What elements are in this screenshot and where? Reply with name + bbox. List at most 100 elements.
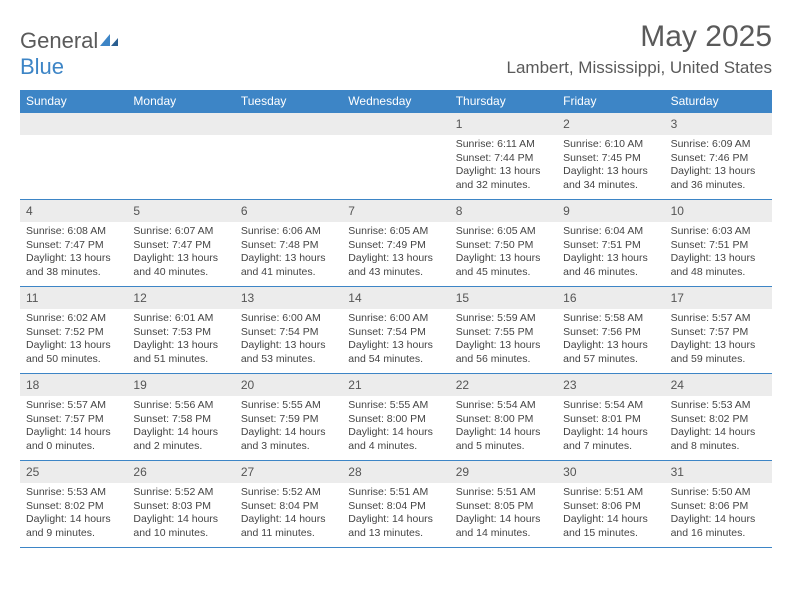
day-cell: 21Sunrise: 5:55 AMSunset: 8:00 PMDayligh… (342, 374, 449, 460)
weekday-header-row: SundayMondayTuesdayWednesdayThursdayFrid… (20, 90, 772, 112)
day-body: Sunrise: 5:55 AMSunset: 7:59 PMDaylight:… (235, 396, 342, 458)
day-number: 24 (671, 378, 684, 392)
day-body: Sunrise: 5:52 AMSunset: 8:03 PMDaylight:… (127, 483, 234, 545)
weekday-header: Wednesday (342, 90, 449, 112)
day-body: Sunrise: 6:10 AMSunset: 7:45 PMDaylight:… (557, 135, 664, 197)
sunset-line: Sunset: 7:51 PM (563, 239, 658, 253)
day-cell: 30Sunrise: 5:51 AMSunset: 8:06 PMDayligh… (557, 461, 664, 547)
day-number-row: 16 (557, 287, 664, 309)
sunset-line: Sunset: 7:50 PM (456, 239, 551, 253)
daylight-line: Daylight: 14 hours and 7 minutes. (563, 426, 658, 453)
day-body: Sunrise: 6:03 AMSunset: 7:51 PMDaylight:… (665, 222, 772, 284)
sunrise-line: Sunrise: 5:52 AM (241, 486, 336, 500)
day-body: Sunrise: 5:54 AMSunset: 8:00 PMDaylight:… (450, 396, 557, 458)
weekday-header: Saturday (665, 90, 772, 112)
daylight-line: Daylight: 14 hours and 9 minutes. (26, 513, 121, 540)
day-number: 2 (563, 117, 570, 131)
sunset-line: Sunset: 7:52 PM (26, 326, 121, 340)
sunset-line: Sunset: 7:59 PM (241, 413, 336, 427)
day-number: 25 (26, 465, 39, 479)
day-number-row: 21 (342, 374, 449, 396)
day-cell: 1Sunrise: 6:11 AMSunset: 7:44 PMDaylight… (450, 113, 557, 199)
sunrise-line: Sunrise: 6:08 AM (26, 225, 121, 239)
sunset-line: Sunset: 7:51 PM (671, 239, 766, 253)
sunset-line: Sunset: 8:01 PM (563, 413, 658, 427)
day-cell: 24Sunrise: 5:53 AMSunset: 8:02 PMDayligh… (665, 374, 772, 460)
daylight-line: Daylight: 13 hours and 56 minutes. (456, 339, 551, 366)
day-number: 15 (456, 291, 469, 305)
day-cell: 27Sunrise: 5:52 AMSunset: 8:04 PMDayligh… (235, 461, 342, 547)
sunset-line: Sunset: 8:04 PM (241, 500, 336, 514)
logo-blue: Blue (20, 54, 64, 79)
day-number: 12 (133, 291, 146, 305)
week-row: 4Sunrise: 6:08 AMSunset: 7:47 PMDaylight… (20, 199, 772, 286)
day-number: 10 (671, 204, 684, 218)
sunset-line: Sunset: 8:04 PM (348, 500, 443, 514)
day-cell: 20Sunrise: 5:55 AMSunset: 7:59 PMDayligh… (235, 374, 342, 460)
day-number-row: 25 (20, 461, 127, 483)
day-number: 18 (26, 378, 39, 392)
day-number: 19 (133, 378, 146, 392)
daylight-line: Daylight: 13 hours and 38 minutes. (26, 252, 121, 279)
daylight-line: Daylight: 14 hours and 13 minutes. (348, 513, 443, 540)
day-number-row: 6 (235, 200, 342, 222)
day-number-row: 1 (450, 113, 557, 135)
day-number-row: 22 (450, 374, 557, 396)
sunset-line: Sunset: 7:57 PM (26, 413, 121, 427)
day-body: Sunrise: 6:04 AMSunset: 7:51 PMDaylight:… (557, 222, 664, 284)
bottom-rule (20, 547, 772, 548)
day-body: Sunrise: 5:53 AMSunset: 8:02 PMDaylight:… (20, 483, 127, 545)
day-cell: 15Sunrise: 5:59 AMSunset: 7:55 PMDayligh… (450, 287, 557, 373)
day-number: 3 (671, 117, 678, 131)
title-block: May 2025 Lambert, Mississippi, United St… (507, 20, 773, 78)
day-body (127, 135, 234, 142)
day-body (235, 135, 342, 142)
sunrise-line: Sunrise: 6:09 AM (671, 138, 766, 152)
sunset-line: Sunset: 7:57 PM (671, 326, 766, 340)
day-body: Sunrise: 6:11 AMSunset: 7:44 PMDaylight:… (450, 135, 557, 197)
day-cell: 31Sunrise: 5:50 AMSunset: 8:06 PMDayligh… (665, 461, 772, 547)
sunset-line: Sunset: 7:55 PM (456, 326, 551, 340)
day-cell: 8Sunrise: 6:05 AMSunset: 7:50 PMDaylight… (450, 200, 557, 286)
daylight-line: Daylight: 13 hours and 40 minutes. (133, 252, 228, 279)
daylight-line: Daylight: 13 hours and 50 minutes. (26, 339, 121, 366)
day-number-row: 14 (342, 287, 449, 309)
day-number: 5 (133, 204, 140, 218)
day-cell: 14Sunrise: 6:00 AMSunset: 7:54 PMDayligh… (342, 287, 449, 373)
sunset-line: Sunset: 7:49 PM (348, 239, 443, 253)
daylight-line: Daylight: 14 hours and 11 minutes. (241, 513, 336, 540)
daylight-line: Daylight: 13 hours and 57 minutes. (563, 339, 658, 366)
sunset-line: Sunset: 8:06 PM (671, 500, 766, 514)
day-body: Sunrise: 5:56 AMSunset: 7:58 PMDaylight:… (127, 396, 234, 458)
daylight-line: Daylight: 14 hours and 16 minutes. (671, 513, 766, 540)
day-cell (127, 113, 234, 199)
sunrise-line: Sunrise: 5:53 AM (671, 399, 766, 413)
day-number-row: 28 (342, 461, 449, 483)
day-number: 6 (241, 204, 248, 218)
day-number: 11 (26, 291, 38, 305)
daylight-line: Daylight: 14 hours and 2 minutes. (133, 426, 228, 453)
day-cell: 7Sunrise: 6:05 AMSunset: 7:49 PMDaylight… (342, 200, 449, 286)
daylight-line: Daylight: 14 hours and 14 minutes. (456, 513, 551, 540)
daylight-line: Daylight: 13 hours and 54 minutes. (348, 339, 443, 366)
day-cell (342, 113, 449, 199)
day-number-row: 8 (450, 200, 557, 222)
sunrise-line: Sunrise: 6:04 AM (563, 225, 658, 239)
sunrise-line: Sunrise: 6:03 AM (671, 225, 766, 239)
sunrise-line: Sunrise: 5:57 AM (671, 312, 766, 326)
sunrise-line: Sunrise: 5:56 AM (133, 399, 228, 413)
daylight-line: Daylight: 14 hours and 15 minutes. (563, 513, 658, 540)
daylight-line: Daylight: 13 hours and 43 minutes. (348, 252, 443, 279)
sunrise-line: Sunrise: 6:02 AM (26, 312, 121, 326)
logo-general: General (20, 28, 98, 53)
weekday-header: Sunday (20, 90, 127, 112)
day-body (342, 135, 449, 142)
sunset-line: Sunset: 7:54 PM (241, 326, 336, 340)
day-number (348, 117, 351, 131)
sunset-line: Sunset: 7:54 PM (348, 326, 443, 340)
day-number-row (20, 113, 127, 135)
day-number: 29 (456, 465, 469, 479)
sunrise-line: Sunrise: 6:11 AM (456, 138, 551, 152)
day-body: Sunrise: 6:05 AMSunset: 7:50 PMDaylight:… (450, 222, 557, 284)
sunrise-line: Sunrise: 5:51 AM (456, 486, 551, 500)
